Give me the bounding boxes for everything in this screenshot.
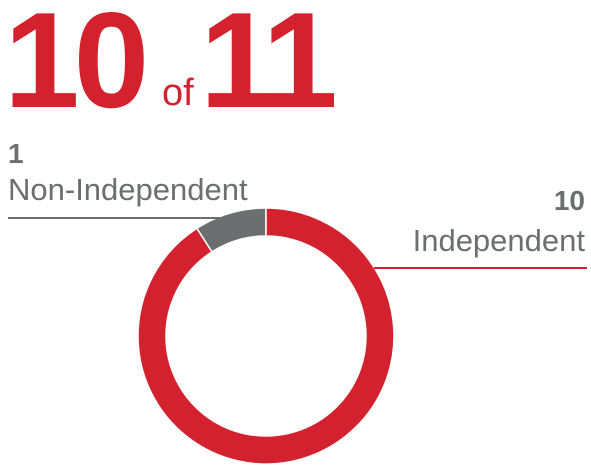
headline-total: 11 xyxy=(200,0,334,136)
headline-count: 10 xyxy=(4,0,145,136)
donut-slice xyxy=(137,207,395,465)
value-label: 10 xyxy=(554,185,585,216)
category-label: Independent xyxy=(413,223,586,258)
category-label: Non-Independent xyxy=(8,172,248,207)
value-label: 1 xyxy=(8,138,24,169)
headline-connector: of xyxy=(162,72,194,114)
